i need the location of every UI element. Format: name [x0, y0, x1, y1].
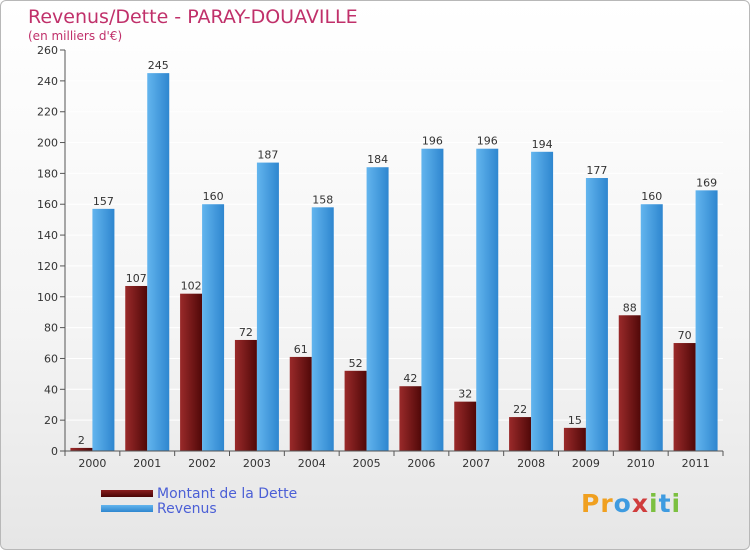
x-tick-label: 2011 — [682, 457, 710, 470]
logo-letter: r — [600, 489, 614, 518]
y-tick-label: 20 — [44, 414, 58, 427]
legend-label-debt: Montant de la Dette — [157, 486, 298, 502]
data-label: 177 — [586, 164, 607, 177]
x-tick-label: 2004 — [298, 457, 326, 470]
y-tick-label: 80 — [44, 322, 58, 335]
data-label: 169 — [696, 176, 717, 189]
data-label: 88 — [623, 301, 637, 314]
bar-debt — [180, 293, 203, 451]
bar-debt — [125, 285, 148, 451]
legend-swatch-revenue — [101, 505, 153, 512]
bar-debt — [509, 417, 532, 451]
logo-letter: i — [671, 489, 682, 518]
bar-debt — [289, 356, 312, 451]
bar-debt — [70, 447, 93, 451]
data-label: 245 — [148, 59, 169, 72]
bar-revenue — [476, 148, 499, 451]
logo-letter: P — [581, 489, 601, 518]
bar-revenue — [366, 167, 389, 451]
x-tick-label: 2010 — [627, 457, 655, 470]
y-tick-label: 200 — [37, 137, 58, 150]
data-label: 160 — [203, 190, 224, 203]
bars: 2 157 107 245 102 160 72 187 61 158 52 184 42 196 32 19… — [70, 59, 718, 452]
y-tick-label: 180 — [37, 167, 58, 180]
bar-debt — [399, 386, 422, 451]
y-tick-label: 0 — [51, 445, 58, 458]
bar-revenue — [311, 207, 334, 451]
proxiti-logo: Proxiti — [581, 489, 681, 518]
y-tick-label: 100 — [37, 291, 58, 304]
y-tick-label: 260 — [37, 44, 58, 57]
data-label: 42 — [403, 372, 417, 385]
logo-letter: o — [613, 489, 632, 518]
bar-revenue — [695, 190, 718, 451]
bar-debt — [673, 343, 696, 451]
data-label: 102 — [181, 280, 202, 293]
data-label: 196 — [477, 135, 498, 148]
x-tick-label: 2000 — [78, 457, 106, 470]
bar-debt — [563, 427, 586, 451]
logo-letter: i — [649, 489, 659, 518]
data-label: 196 — [422, 135, 443, 148]
bar-revenue — [421, 148, 444, 451]
logo-letter: t — [658, 489, 672, 518]
chart-title: Revenus/Dette - PARAY-DOUAVILLE — [28, 6, 358, 28]
bar-revenue — [640, 204, 663, 451]
x-tick-label: 2005 — [353, 457, 381, 470]
bar-revenue — [585, 178, 608, 451]
data-label: 184 — [367, 153, 388, 166]
data-label: 22 — [513, 403, 527, 416]
bar-debt — [618, 315, 641, 451]
bar-revenue — [531, 151, 554, 452]
data-label: 194 — [532, 138, 553, 151]
data-label: 2 — [78, 434, 85, 447]
data-label: 70 — [678, 329, 692, 342]
x-tick-label: 2008 — [517, 457, 545, 470]
data-label: 187 — [257, 149, 278, 162]
data-label: 160 — [641, 190, 662, 203]
data-label: 158 — [312, 193, 333, 206]
y-tick-label: 240 — [37, 75, 58, 88]
data-label: 157 — [93, 195, 114, 208]
data-label: 61 — [294, 343, 308, 356]
legend-swatch-debt — [101, 490, 153, 497]
logo-letter: x — [631, 489, 649, 518]
y-tick-label: 140 — [37, 229, 58, 242]
axes: 0 20 40 60 80 100 120 140 160 180 200 220 240 260 2000… — [37, 44, 724, 470]
chart-subtitle: (en milliers d'€) — [28, 29, 123, 43]
data-label: 15 — [568, 414, 582, 427]
x-tick-label: 2006 — [407, 457, 435, 470]
bar-debt — [454, 401, 477, 451]
legend-label-revenue: Revenus — [157, 501, 217, 517]
x-tick-label: 2009 — [572, 457, 600, 470]
y-tick-label: 160 — [37, 198, 58, 211]
bar-revenue — [92, 208, 115, 451]
bar-debt — [344, 370, 367, 451]
gridlines — [65, 49, 723, 452]
data-label: 72 — [239, 326, 253, 339]
y-tick-label: 60 — [44, 352, 58, 365]
x-tick-label: 2003 — [243, 457, 271, 470]
bar-revenue — [256, 162, 279, 452]
data-label: 32 — [458, 388, 472, 401]
x-tick-label: 2007 — [462, 457, 490, 470]
y-tick-label: 220 — [37, 106, 58, 119]
y-tick-label: 120 — [37, 260, 58, 273]
bar-debt — [234, 339, 257, 451]
x-tick-label: 2001 — [133, 457, 161, 470]
data-label: 52 — [349, 357, 363, 370]
bar-revenue — [202, 204, 225, 451]
x-tick-label: 2002 — [188, 457, 216, 470]
bar-revenue — [147, 73, 170, 451]
data-label: 107 — [126, 272, 147, 285]
y-tick-label: 40 — [44, 383, 58, 396]
